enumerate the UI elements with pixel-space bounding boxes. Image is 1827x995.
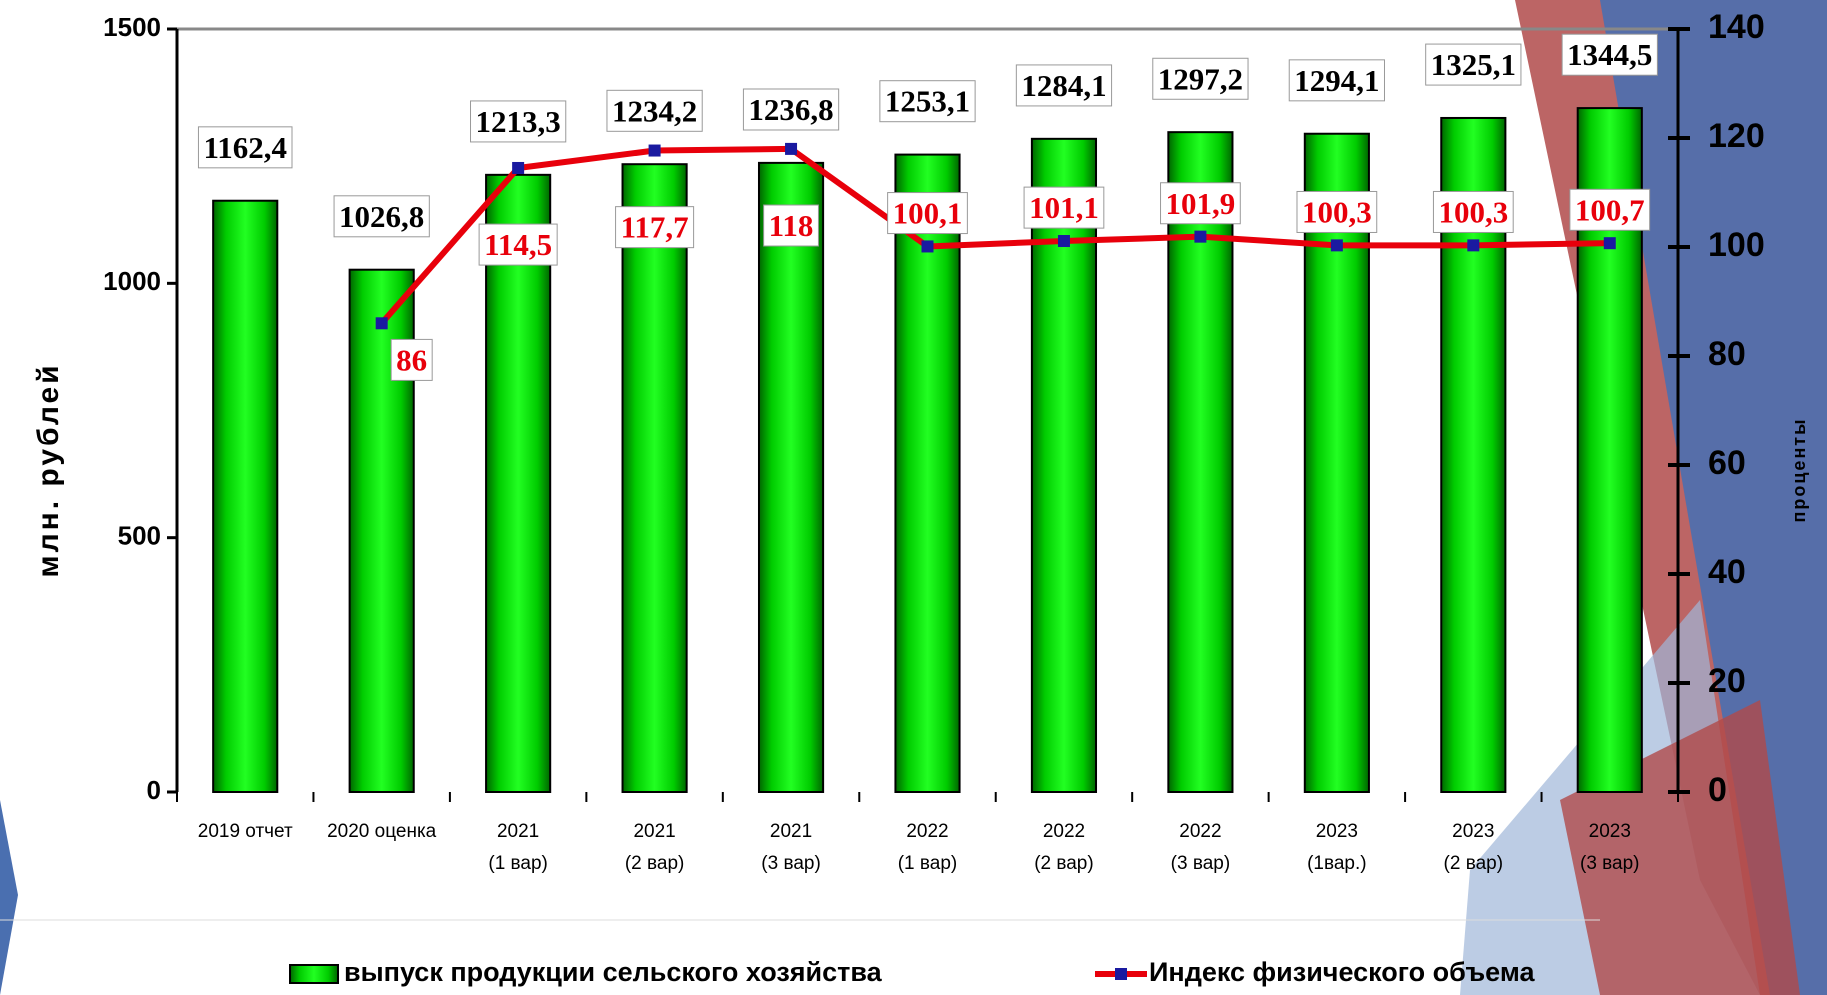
value-label-box (615, 206, 695, 249)
value-label-box (879, 80, 976, 123)
line (379, 145, 1610, 326)
value-label-box (390, 338, 433, 381)
value-label-box (1432, 190, 1514, 233)
bar (621, 163, 688, 793)
y-tick-label: 500 (118, 521, 161, 551)
x-tick-label: 2022 (3 вар) (1171, 821, 1231, 874)
line-marker (1194, 230, 1207, 243)
legend-label: Индекс физического объема (1149, 957, 1535, 987)
value-label-box (887, 192, 968, 235)
y2-tick-label: 0 (1708, 771, 1727, 809)
y2-tick-label: 20 (1708, 662, 1746, 700)
x-tick-label: 2020 оценка (327, 821, 437, 842)
y2-axis-label: проценты (1789, 418, 1809, 523)
y2-tick-label: 60 (1708, 444, 1746, 482)
value-label-box (742, 88, 840, 131)
value-label: 100,3 (1302, 194, 1372, 229)
value-label: 100,3 (1438, 194, 1508, 229)
bar (1030, 137, 1098, 794)
y2-tick-label: 120 (1708, 117, 1765, 155)
value-label: 1294,1 (1294, 63, 1379, 98)
line-marker (1603, 237, 1616, 250)
y-tick-label: 1000 (103, 266, 161, 296)
y-tick-label: 1500 (103, 12, 161, 42)
value-label: 1284,1 (1021, 68, 1106, 103)
value-label-box (197, 126, 293, 169)
y2-tick-label: 100 (1708, 226, 1765, 264)
value-label: 1253,1 (885, 84, 970, 119)
x-tick-label: 2022 (2 вар) (1034, 821, 1094, 874)
value-label: 101,1 (1029, 190, 1099, 225)
bar (348, 268, 415, 794)
x-tick-label: 2023 (2 вар) (1444, 821, 1504, 874)
value-label-box (333, 195, 430, 238)
value-label: 100,7 (1575, 192, 1645, 227)
legend-label: выпуск продукции сельского хозяйства (344, 957, 883, 987)
value-label: 100,1 (893, 196, 963, 231)
value-label-box (1296, 190, 1378, 233)
value-label-box (478, 223, 558, 266)
value-label-box (1288, 59, 1385, 102)
line-marker (1467, 239, 1480, 252)
value-label: 118 (769, 208, 814, 243)
value-label-box (1561, 33, 1658, 76)
x-tick-label: 2019 отчет (198, 821, 293, 842)
value-label-box (1425, 43, 1522, 86)
x-tick-label: 2021 (3 вар) (761, 821, 821, 874)
line-marker (921, 240, 934, 253)
legend-marker (1115, 968, 1127, 980)
x-tick-label: 2023 (1вар.) (1307, 821, 1367, 874)
x-tick-label: 2021 (2 вар) (625, 821, 685, 874)
bar (757, 161, 825, 794)
y2-tick-label: 40 (1708, 553, 1746, 591)
value-label: 1213,3 (476, 104, 561, 139)
value-label-box (1015, 64, 1113, 107)
line-marker (1057, 235, 1070, 248)
line-marker (1330, 239, 1343, 252)
line-marker (648, 144, 661, 157)
x-tick-label: 2023 (3 вар) (1580, 821, 1640, 874)
value-label: 1026,8 (339, 199, 424, 234)
value-label: 114,5 (484, 227, 552, 262)
plot: 0 500 1000 1500 0 20 40 60 80 100 120 140 2019 отчет… (103, 8, 1765, 987)
bar (894, 153, 961, 794)
value-label: 1162,4 (203, 130, 287, 165)
value-label-box (1023, 186, 1105, 229)
legend-swatch (289, 964, 339, 984)
value-label: 1234,2 (612, 93, 697, 128)
y-axis-label: млн. рублей (32, 362, 65, 577)
y2-tick-label: 80 (1708, 335, 1746, 373)
value-label: 86 (396, 342, 427, 377)
value-label-box (470, 100, 567, 143)
value-label: 1325,1 (1431, 47, 1516, 82)
value-label: 101,9 (1166, 186, 1236, 221)
y2-tick-label: 140 (1708, 8, 1765, 46)
value-label: 1297,2 (1158, 61, 1243, 96)
line-marker (375, 317, 388, 330)
x-tick-label: 2021 (1 вар) (488, 821, 548, 874)
line-marker (512, 161, 525, 174)
bar (485, 173, 552, 794)
value-label: 117,7 (621, 210, 689, 245)
bar (212, 199, 279, 793)
value-label-box (1152, 57, 1249, 100)
value-label-box (606, 89, 703, 132)
value-label-box (1569, 188, 1651, 231)
line-marker (785, 142, 798, 155)
y-tick-label: 0 (147, 775, 161, 805)
value-label: 1236,8 (748, 92, 833, 127)
value-label-box (1160, 182, 1241, 225)
x-tick-label: 2022 (1 вар) (898, 821, 958, 874)
value-label: 1344,5 (1567, 37, 1652, 72)
value-label-box (763, 204, 819, 247)
